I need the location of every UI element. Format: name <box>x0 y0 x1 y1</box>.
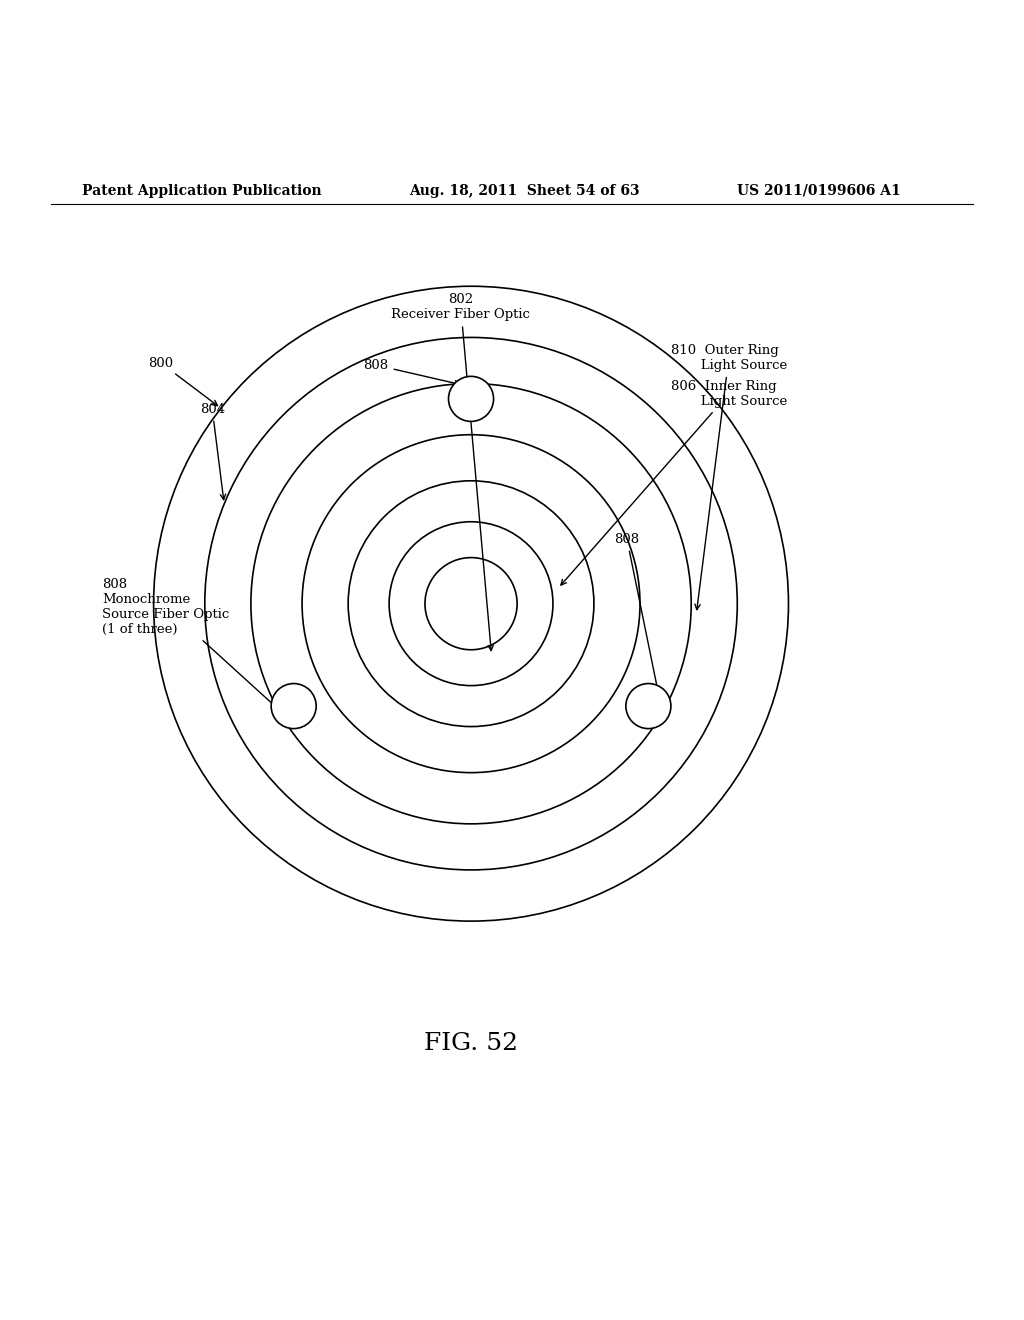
Text: 806  Inner Ring
       Light Source: 806 Inner Ring Light Source <box>561 380 787 585</box>
Text: US 2011/0199606 A1: US 2011/0199606 A1 <box>737 183 901 198</box>
Text: 808
Monochrome
Source Fiber Optic
(1 of three): 808 Monochrome Source Fiber Optic (1 of … <box>102 578 280 710</box>
Circle shape <box>449 376 494 421</box>
Text: 808: 808 <box>614 533 663 706</box>
Text: 808: 808 <box>364 359 460 385</box>
Text: 802
Receiver Fiber Optic: 802 Receiver Fiber Optic <box>391 293 530 651</box>
Circle shape <box>626 684 671 729</box>
Text: 800: 800 <box>148 356 217 405</box>
Text: 810  Outer Ring
       Light Source: 810 Outer Ring Light Source <box>671 345 787 610</box>
Circle shape <box>271 684 316 729</box>
Text: FIG. 52: FIG. 52 <box>424 1032 518 1056</box>
Text: 804: 804 <box>200 403 225 500</box>
Text: Aug. 18, 2011  Sheet 54 of 63: Aug. 18, 2011 Sheet 54 of 63 <box>410 183 640 198</box>
Text: Patent Application Publication: Patent Application Publication <box>82 183 322 198</box>
